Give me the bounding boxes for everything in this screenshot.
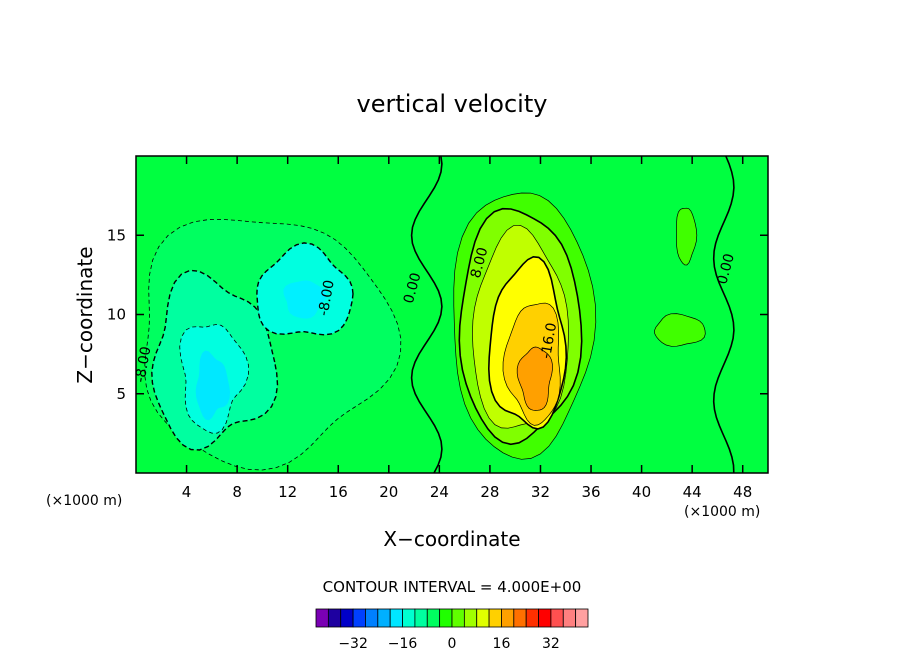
- colorbar-swatch: [365, 608, 379, 628]
- colorbar-swatch: [426, 608, 441, 628]
- colorbar-swatch: [377, 608, 391, 628]
- colorbar-swatch: [352, 608, 366, 628]
- contour-interval-text: CONTOUR INTERVAL = 4.000E+00: [323, 578, 582, 596]
- colorbar-swatch: [562, 608, 577, 628]
- y-tick-label: 5: [116, 385, 126, 403]
- x-tick-label: 32: [531, 483, 550, 501]
- contour-right-blob-a: [676, 207, 698, 266]
- colorbar-swatch: [488, 608, 502, 628]
- contour-updraft-5: [516, 346, 553, 411]
- colorbar-swatch: [501, 608, 515, 628]
- y-axis-label: Z−coordinate: [73, 246, 97, 383]
- contour-field: 0.00 8.00 0.00 -8.00 -8.00 -16.0: [132, 156, 768, 473]
- chart-title: vertical velocity: [357, 90, 548, 118]
- contour-zero-line-left: [410, 156, 443, 473]
- contour-label: -16.0: [538, 322, 560, 360]
- colorbar-swatch: [538, 608, 552, 628]
- colorbar-swatch: [476, 608, 490, 628]
- y-tick-label: 15: [107, 226, 126, 244]
- colorbar-swatch: [451, 608, 465, 628]
- x-tick-label: 16: [329, 483, 348, 501]
- colorbar-swatch: [315, 608, 329, 628]
- contour-downdraft-west-core: [195, 350, 230, 421]
- colorbar-swatch: [513, 608, 527, 628]
- colorbar-swatch: [414, 608, 428, 628]
- x-tick-label: 4: [182, 483, 192, 501]
- colorbar-swatch: [327, 608, 342, 628]
- colorbar-swatch: [463, 608, 478, 628]
- colorbar-tick-label: −16: [388, 636, 418, 652]
- x-tick-label: 12: [278, 483, 297, 501]
- x-unit-label: (×1000 m): [684, 504, 760, 520]
- x-tick-label: 28: [480, 483, 499, 501]
- contour-label: 8.00: [468, 246, 492, 280]
- x-tick-label: 20: [379, 483, 398, 501]
- colorbar-swatch: [340, 608, 354, 628]
- y-tick-label: 10: [107, 306, 126, 324]
- colorbar-swatch: [389, 608, 403, 628]
- colorbar-swatch: [575, 608, 589, 628]
- z-unit-label: (×1000 m): [46, 493, 122, 509]
- colorbar-tick-label: 32: [542, 636, 560, 652]
- colorbar-swatch: [402, 608, 416, 628]
- x-axis-label: X−coordinate: [383, 527, 520, 551]
- contour-label: -8.00: [316, 279, 338, 317]
- contour-label: -8.00: [132, 345, 154, 383]
- contour-zero-line-right: [712, 156, 735, 473]
- colorbar-tick-label: 16: [493, 636, 511, 652]
- x-tick-label: 8: [232, 483, 242, 501]
- x-tick-label: 24: [430, 483, 449, 501]
- x-tick-label: 48: [733, 483, 752, 501]
- contour-downdraft-mid-core: [283, 280, 327, 319]
- x-tick-label: 36: [581, 483, 600, 501]
- colorbar-swatch: [525, 608, 539, 628]
- colorbar-swatch: [439, 608, 453, 628]
- contour-label: 0.00: [401, 271, 425, 305]
- colorbar-tick-label: 0: [448, 636, 457, 652]
- x-tick-label: 40: [632, 483, 651, 501]
- x-tick-label: 44: [683, 483, 702, 501]
- contour-label: 0.00: [714, 252, 738, 286]
- contour-right-blob-b: [654, 313, 706, 347]
- colorbar-tick-label: −32: [338, 636, 368, 652]
- colorbar-swatch: [550, 608, 564, 628]
